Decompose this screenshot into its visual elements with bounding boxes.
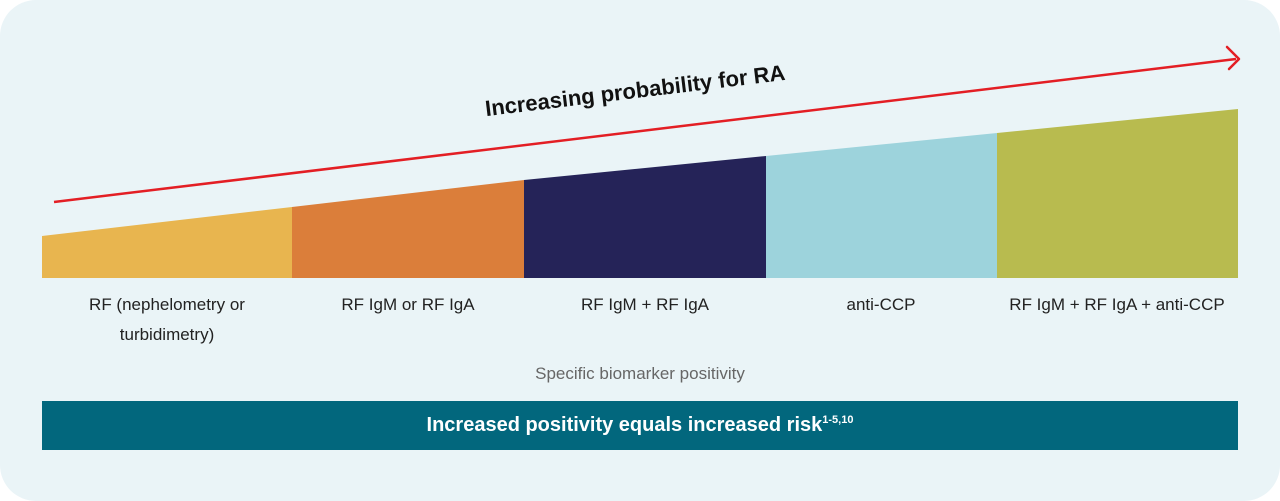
- label-rf-igm-or-iga: RF IgM or RF IgA: [341, 295, 475, 314]
- segment-anti-ccp: [766, 133, 997, 278]
- segment-rf-igm-or-iga: [292, 180, 524, 278]
- label-rf-igm-plus-iga: RF IgM + RF IgA: [581, 295, 709, 314]
- axis-caption: Specific biomarker positivity: [535, 364, 745, 383]
- probability-arrow-line: [53, 57, 1237, 204]
- label-rf-igm-iga-anti-ccp: RF IgM + RF IgA + anti-CCP: [1009, 295, 1225, 314]
- arrow-title: Increasing probability for RA: [484, 60, 787, 121]
- banner-citation: 1-5,10: [822, 414, 854, 426]
- segment-rf-igm-iga-anti-ccp: [997, 109, 1238, 278]
- segment-rf-nephelometry: [42, 207, 292, 278]
- segment-rf-igm-plus-iga: [524, 156, 766, 278]
- label-rf-nephelometry: RF (nephelometry or turbidimetry): [89, 295, 245, 344]
- banner-text: Increased positivity equals increased ri…: [426, 414, 823, 436]
- label-anti-ccp: anti-CCP: [846, 295, 916, 314]
- risk-banner: Increased positivity equals increased ri…: [42, 401, 1238, 450]
- probability-arrowhead-icon: [1225, 45, 1241, 71]
